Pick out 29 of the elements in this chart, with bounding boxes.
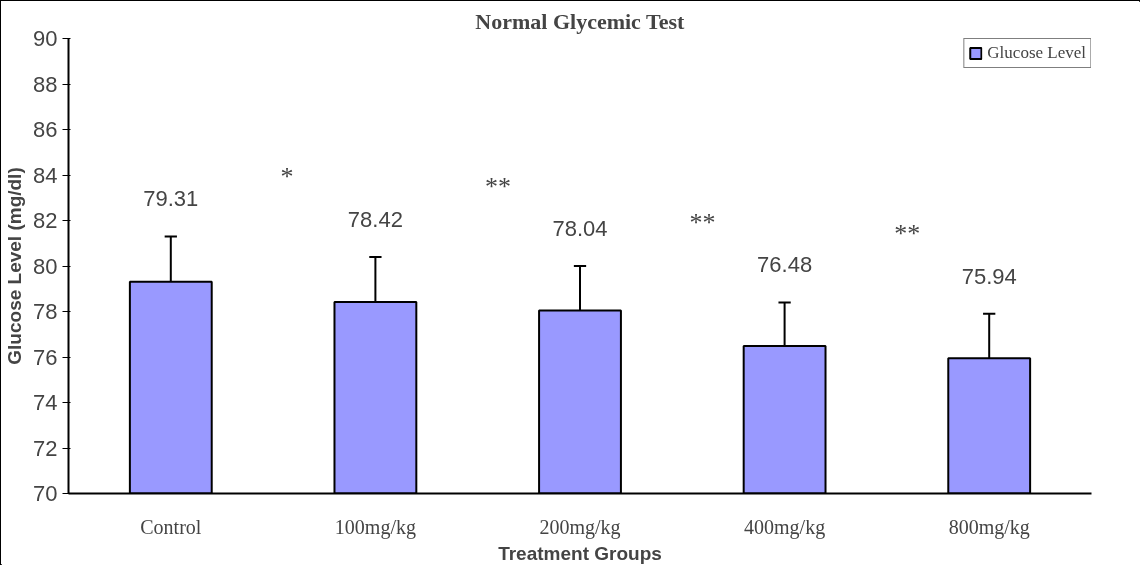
- y-tick-label: 72: [33, 435, 58, 461]
- annotation: **: [689, 207, 716, 237]
- annotation: **: [894, 219, 921, 249]
- annotation: *: [280, 162, 294, 192]
- annotation: **: [485, 171, 511, 201]
- x-tick-label: Control: [140, 515, 202, 538]
- x-tick-label: 100mg/kg: [334, 515, 416, 539]
- data-label: 75.94: [961, 263, 1017, 289]
- y-tick-label: 84: [33, 162, 58, 188]
- data-label: 78.42: [347, 206, 403, 232]
- x-tick-label: 800mg/kg: [948, 515, 1030, 539]
- y-tick-label: 86: [33, 117, 58, 142]
- y-tick-label: 78: [33, 299, 58, 324]
- y-tick-label: 76: [33, 344, 58, 370]
- x-axis-title: Treatment Groups: [498, 542, 662, 564]
- y-tick-label: 70: [33, 481, 58, 506]
- y-tick-label: 82: [33, 208, 58, 233]
- y-tick-label: 90: [33, 26, 58, 51]
- data-label: 79.31: [143, 186, 199, 212]
- x-tick-label: 200mg/kg: [539, 515, 621, 539]
- y-tick-label: 88: [33, 71, 58, 97]
- y-tick-label: 74: [33, 390, 58, 415]
- y-tick-label: 80: [33, 253, 58, 279]
- y-axis-title: Glucose Level (mg/dl): [4, 167, 26, 365]
- data-label: 78.04: [552, 216, 608, 241]
- chart-title: Normal Glycemic Test: [475, 8, 685, 34]
- x-tick-label: 400mg/kg: [744, 515, 826, 539]
- legend-label: Glucose Level: [987, 43, 1086, 63]
- data-label: 76.48: [757, 252, 813, 278]
